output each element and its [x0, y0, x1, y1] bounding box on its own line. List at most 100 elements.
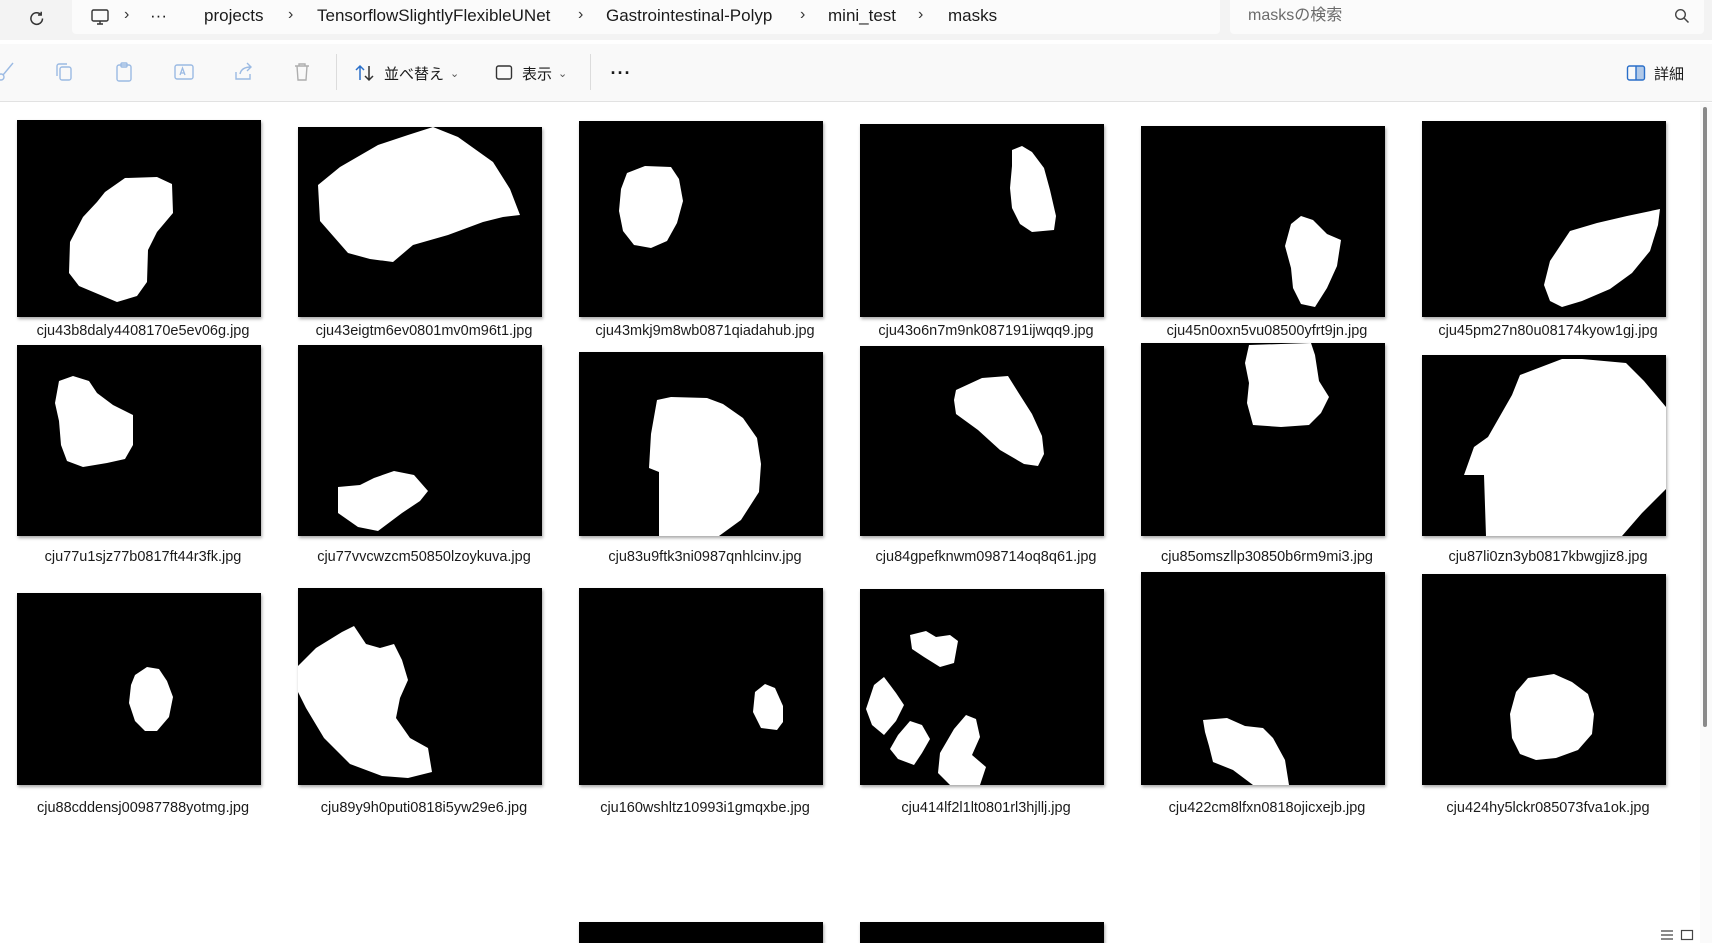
- mask-thumbnail: [1141, 126, 1385, 317]
- file-name: cju77vvcwzcm50850lzoykuva.jpg: [317, 549, 531, 565]
- cut-icon[interactable]: [0, 60, 18, 84]
- mask-thumbnail: [860, 124, 1104, 317]
- file-name: cju43eigtm6ev0801mv0m96t1.jpg: [315, 323, 533, 339]
- rename-icon[interactable]: [172, 60, 196, 84]
- view-mode-toggles: [1660, 928, 1694, 942]
- file-name: cju422cm8lfxn0818ojicxejb.jpg: [1168, 800, 1366, 816]
- search-icon[interactable]: [1674, 8, 1690, 24]
- mask-thumbnail[interactable]: [860, 922, 1104, 943]
- toolbar-divider: [590, 54, 591, 90]
- file-tile[interactable]: cju83u9ftk3ni0987qnhlcinv.jpg: [565, 343, 845, 593]
- file-tile[interactable]: cju43mkj9m8wb0871qiadahub.jpg: [565, 103, 845, 343]
- file-tile[interactable]: cju88cddensj00987788yotmg.jpg: [3, 593, 283, 843]
- file-name: cju424hy5lckr085073fva1ok.jpg: [1446, 800, 1650, 816]
- view-button[interactable]: 表示 ⌄: [494, 56, 567, 90]
- mask-thumbnail: [17, 593, 261, 785]
- more-icon: ···: [610, 62, 632, 83]
- chevron-right-icon: ›: [800, 6, 806, 23]
- breadcrumb-item-gastro[interactable]: Gastrointestinal-Polyp: [606, 6, 773, 25]
- mask-thumbnail: [1422, 574, 1666, 785]
- sort-label: 並べ替え: [384, 65, 445, 83]
- file-tile[interactable]: cju84gpefknwm098714oq8q61.jpg: [846, 343, 1126, 593]
- file-tile[interactable]: cju43eigtm6ev0801mv0m96t1.jpg: [284, 103, 564, 343]
- scrollbar-thumb[interactable]: [1703, 107, 1707, 727]
- file-name: cju77u1sjz77b0817ft44r3fk.jpg: [44, 549, 242, 565]
- mask-thumbnail: [17, 120, 261, 317]
- file-tile[interactable]: cju45n0oxn5vu08500yfrt9jn.jpg: [1127, 103, 1407, 343]
- file-name: cju84gpefknwm098714oq8q61.jpg: [875, 549, 1097, 565]
- details-label: 詳細: [1654, 65, 1685, 83]
- file-name: cju43o6n7m9nk087191ijwqq9.jpg: [878, 323, 1094, 339]
- toolbar-divider: [336, 54, 337, 90]
- command-bar: 並べ替え ⌄ 表示 ⌄ ··· 詳細: [0, 44, 1712, 102]
- mask-thumbnail: [1141, 343, 1385, 536]
- mask-thumbnail: [298, 127, 542, 317]
- mask-thumbnail: [860, 346, 1104, 536]
- mask-thumbnail: [579, 588, 823, 785]
- breadcrumb[interactable]: › ··· projects › TensorflowSlightlyFlexi…: [72, 0, 1220, 34]
- file-tile[interactable]: cju77vvcwzcm50850lzoykuva.jpg: [284, 343, 564, 593]
- breadcrumb-overflow[interactable]: ···: [150, 6, 167, 25]
- file-name: cju87li0zn3yb0817kbwgjiz8.jpg: [1448, 549, 1648, 565]
- file-tile[interactable]: cju77u1sjz77b0817ft44r3fk.jpg: [3, 343, 283, 593]
- vertical-scrollbar[interactable]: [1700, 103, 1712, 943]
- file-tile[interactable]: cju45pm27n80u08174kyow1gj.jpg: [1408, 103, 1688, 343]
- mask-thumbnail: [860, 589, 1104, 785]
- sort-icon: [355, 64, 374, 82]
- search-input[interactable]: masksの検索: [1230, 0, 1704, 34]
- view-icon: [495, 65, 513, 80]
- mask-thumbnail[interactable]: [579, 922, 823, 943]
- details-view-icon[interactable]: [1660, 928, 1674, 942]
- file-name: cju45n0oxn5vu08500yfrt9jn.jpg: [1166, 323, 1368, 339]
- chevron-right-icon: ›: [578, 6, 584, 23]
- file-tile[interactable]: cju424hy5lckr085073fva1ok.jpg: [1408, 574, 1688, 843]
- file-name: cju160wshltz10993i1gmqxbe.jpg: [600, 800, 810, 816]
- file-name: cju43b8daly4408170e5ev06g.jpg: [36, 323, 250, 339]
- file-name: cju89y9h0puti0818i5yw29e6.jpg: [320, 800, 528, 816]
- refresh-button[interactable]: [22, 4, 52, 34]
- file-name: cju88cddensj00987788yotmg.jpg: [36, 800, 250, 816]
- file-name: cju45pm27n80u08174kyow1gj.jpg: [1438, 323, 1658, 339]
- mask-thumbnail: [579, 352, 823, 536]
- file-tile[interactable]: cju422cm8lfxn0818ojicxejb.jpg: [1127, 572, 1407, 843]
- sort-button[interactable]: 並べ替え ⌄: [354, 56, 459, 90]
- mask-thumbnail: [17, 345, 261, 536]
- chevron-right-icon: ›: [288, 6, 294, 23]
- mask-thumbnail: [579, 121, 823, 317]
- view-label: 表示: [522, 65, 553, 83]
- large-icons-view-icon[interactable]: [1680, 928, 1694, 942]
- more-options-button[interactable]: ···: [606, 56, 636, 90]
- paste-icon[interactable]: [112, 60, 136, 84]
- breadcrumb-item-tensorflow[interactable]: TensorflowSlightlyFlexibleUNet: [317, 6, 551, 25]
- file-tile[interactable]: cju85omszllp30850b6rm9mi3.jpg: [1127, 343, 1407, 593]
- file-tile[interactable]: cju414lf2l1lt0801rl3hjllj.jpg: [846, 589, 1126, 843]
- file-tile[interactable]: cju87li0zn3yb0817kbwgjiz8.jpg: [1408, 343, 1688, 593]
- breadcrumb-item-projects[interactable]: projects: [204, 6, 264, 25]
- details-pane-button[interactable]: 詳細: [1626, 56, 1684, 90]
- search-placeholder: masksの検索: [1248, 7, 1343, 24]
- copy-icon[interactable]: [52, 60, 76, 84]
- file-name: cju414lf2l1lt0801rl3hjllj.jpg: [901, 800, 1071, 816]
- delete-icon[interactable]: [290, 60, 314, 84]
- share-icon[interactable]: [232, 60, 256, 84]
- breadcrumb-item-mini-test[interactable]: mini_test: [828, 6, 897, 25]
- file-tile[interactable]: cju43b8daly4408170e5ev06g.jpg: [3, 103, 283, 343]
- breadcrumb-item-masks[interactable]: masks: [948, 6, 998, 25]
- file-tile[interactable]: cju43o6n7m9nk087191ijwqq9.jpg: [846, 103, 1126, 343]
- address-bar-row: › ··· projects › TensorflowSlightlyFlexi…: [0, 0, 1712, 40]
- file-tile[interactable]: cju160wshltz10993i1gmqxbe.jpg: [565, 588, 845, 843]
- mask-thumbnail: [1422, 121, 1666, 317]
- this-pc-icon[interactable]: [90, 1, 110, 33]
- file-name: cju85omszllp30850b6rm9mi3.jpg: [1161, 549, 1373, 565]
- details-pane-icon: [1626, 65, 1646, 81]
- mask-thumbnail: [1141, 572, 1385, 785]
- chevron-down-icon: ⌄: [450, 67, 460, 80]
- file-tile[interactable]: cju89y9h0puti0818i5yw29e6.jpg: [284, 588, 564, 843]
- file-name: cju83u9ftk3ni0987qnhlcinv.jpg: [608, 549, 802, 565]
- chevron-right-icon: ›: [918, 6, 924, 23]
- chevron-right-icon: ›: [124, 6, 130, 23]
- mask-thumbnail: [298, 588, 542, 785]
- refresh-icon: [30, 11, 44, 25]
- mask-thumbnail: [1422, 355, 1666, 536]
- mask-thumbnail: [298, 345, 542, 536]
